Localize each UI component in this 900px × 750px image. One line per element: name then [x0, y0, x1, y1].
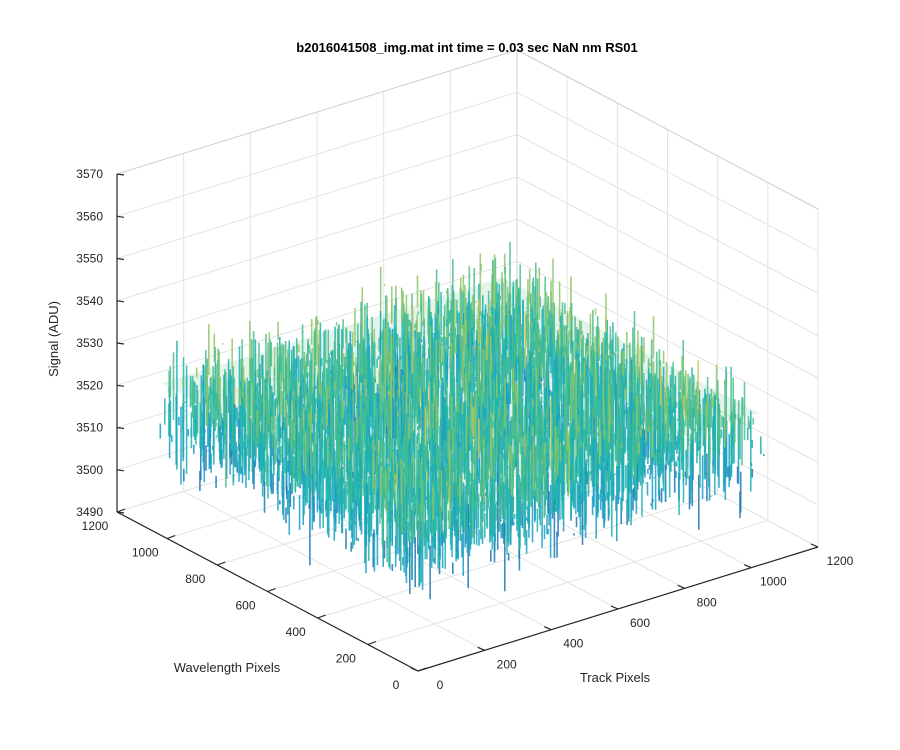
y-axis-label: Wavelength Pixels: [174, 660, 281, 675]
x-tick-label: 0: [437, 678, 444, 692]
grid-line: [116, 49, 518, 175]
y-tick: [417, 667, 427, 672]
z-tick-label: 3560: [76, 209, 103, 223]
grid-line: [516, 91, 819, 252]
grid-line: [116, 176, 518, 302]
x-tick: [610, 605, 619, 610]
z-axis-label: Signal (ADU): [46, 301, 61, 377]
grid-line: [317, 493, 718, 619]
tick-labels: 0 200 400 600 800 1000 1200 0 200 400 600 800 1000 12…: [76, 167, 853, 692]
y-tick-label: 800: [185, 572, 205, 586]
z-tick: [116, 511, 125, 514]
z-tick-label: 3500: [76, 463, 103, 477]
y-tick: [116, 508, 126, 513]
z-tick: [116, 173, 125, 176]
y-tick: [317, 614, 326, 619]
grid-line: [516, 134, 819, 294]
grid-line: [516, 49, 819, 210]
y-tick-label: 1000: [132, 546, 159, 560]
grid-line: [516, 218, 819, 379]
grid-line: [367, 520, 768, 645]
z-tick-label: 3550: [76, 252, 103, 266]
x-axis-label: Track Pixels: [580, 670, 651, 685]
z-tick: [116, 469, 125, 472]
z-tick-label: 3540: [76, 294, 103, 308]
grid-line: [116, 134, 518, 259]
y-tick: [267, 587, 276, 593]
x-tick-label: 400: [563, 637, 583, 651]
x-tick-label: 1000: [760, 575, 787, 589]
z-tick-label: 3530: [76, 336, 103, 350]
x-tick: [410, 667, 419, 672]
x-tick: [677, 584, 685, 589]
z-tick-label: 3490: [76, 505, 103, 519]
surface: [159, 241, 765, 600]
y-tick: [367, 640, 377, 646]
y-tick: [217, 561, 226, 566]
z-tick: [116, 215, 125, 218]
x-tick: [477, 646, 485, 651]
x-tick: [544, 626, 552, 631]
z-tick-label: 3520: [76, 378, 103, 392]
y-tick: [166, 534, 176, 540]
z-tick: [116, 384, 125, 387]
grid-line: [116, 218, 518, 344]
y-tick-label: 400: [286, 625, 306, 639]
z-tick-label: 3510: [76, 421, 103, 435]
chart-title: b2016041508_img.mat int time = 0.03 sec …: [296, 40, 637, 55]
z-tick: [116, 257, 125, 261]
z-tick: [116, 300, 125, 303]
x-tick: [744, 564, 752, 569]
x-tick-label: 800: [697, 595, 717, 609]
x-tick: [810, 543, 819, 548]
x-tick-label: 600: [630, 616, 650, 630]
x-tick-label: 1200: [827, 554, 854, 568]
grid-line: [116, 91, 518, 217]
y-tick-label: 600: [235, 599, 255, 613]
z-tick: [116, 342, 125, 345]
y-tick-label: 1200: [82, 519, 109, 533]
grid-line: [516, 260, 819, 421]
x-tick-label: 200: [497, 657, 517, 671]
grid-line: [516, 176, 819, 337]
z-tick-label: 3570: [76, 167, 103, 181]
z-tick: [116, 426, 125, 430]
y-tick-label: 0: [393, 678, 400, 692]
y-tick-label: 200: [336, 652, 356, 666]
